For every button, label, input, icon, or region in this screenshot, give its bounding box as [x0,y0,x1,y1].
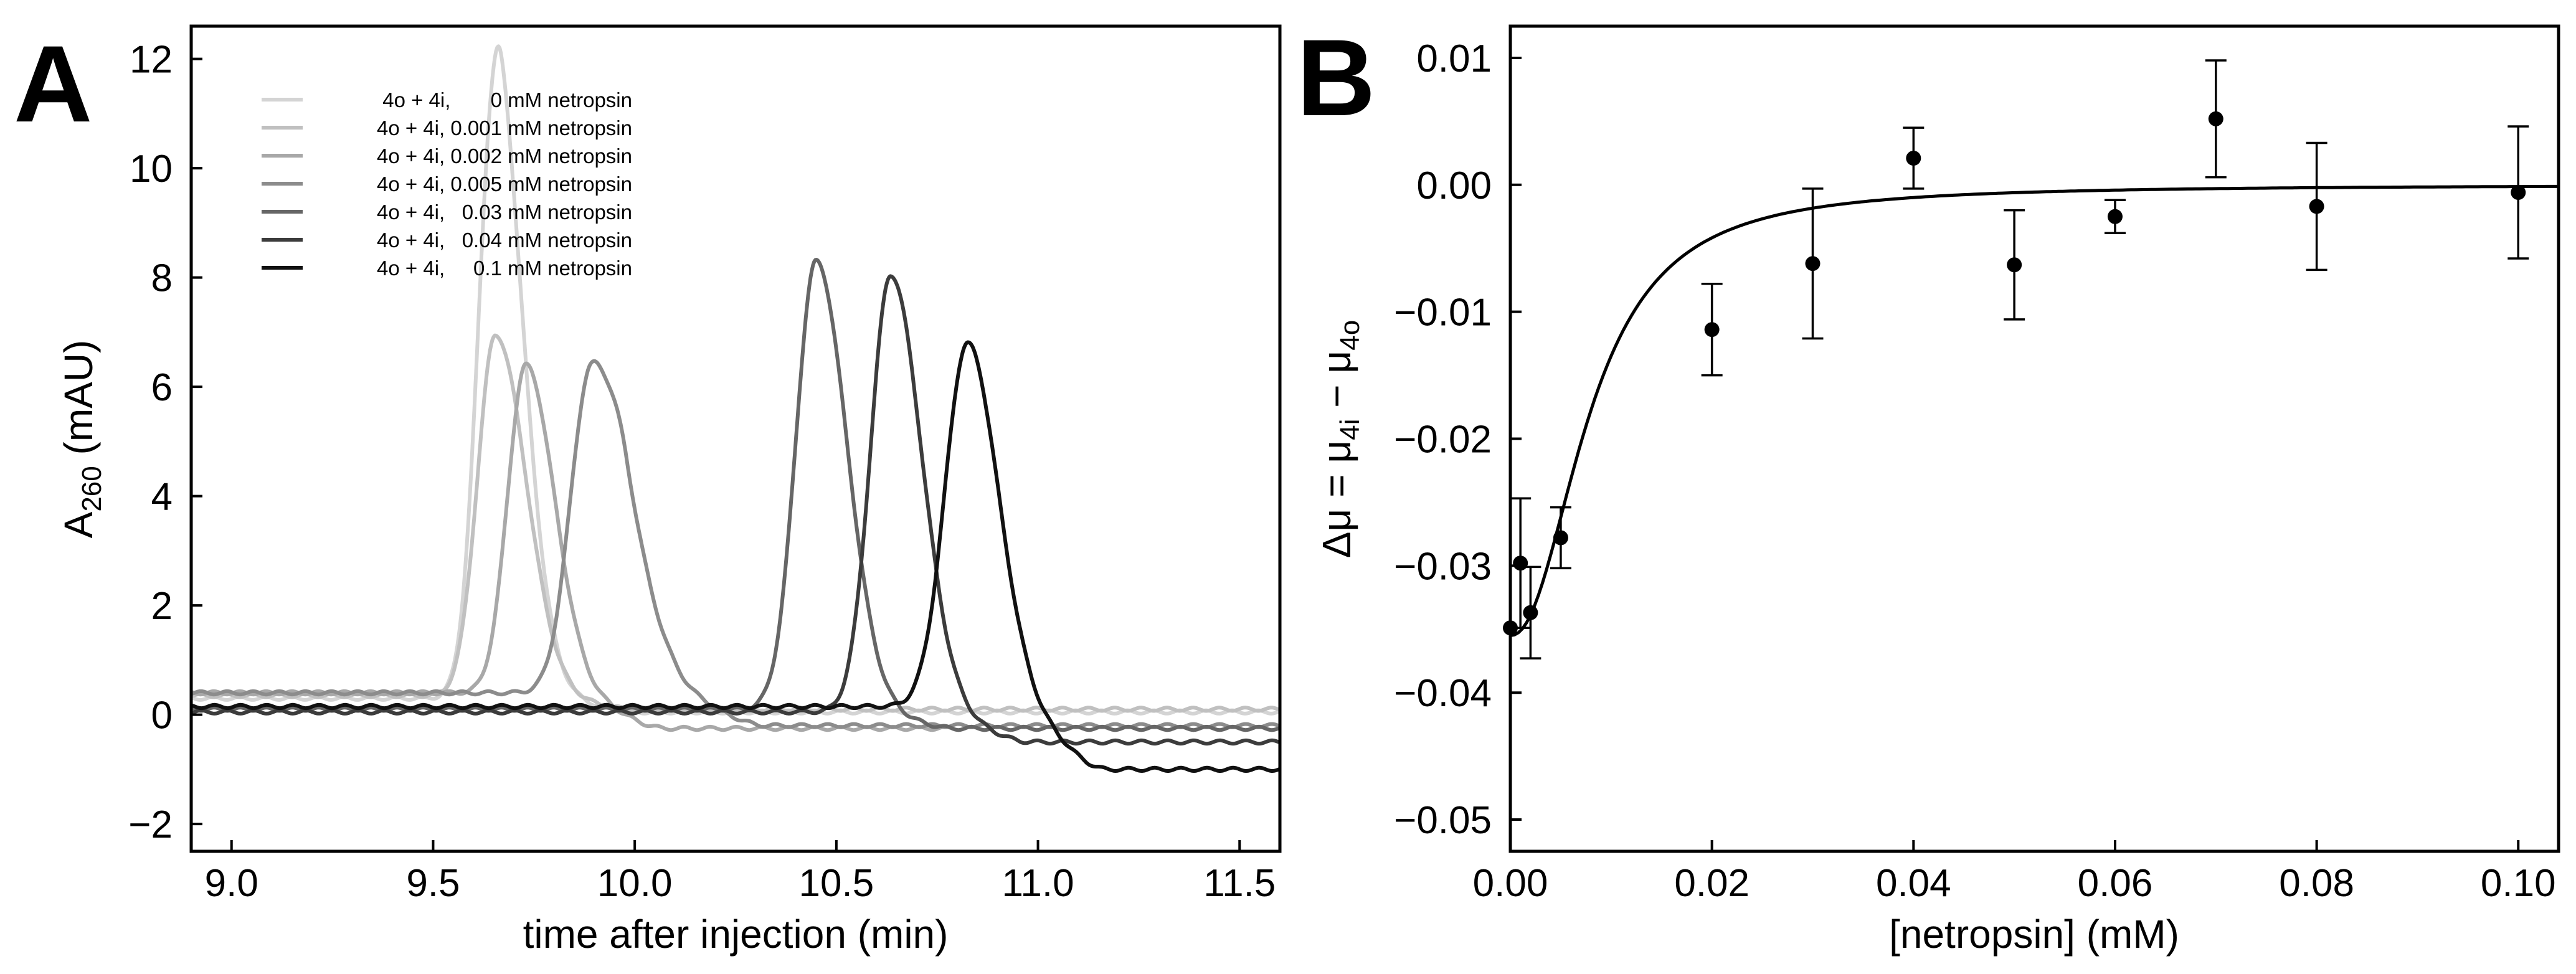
y-label-b-sub1: 4i [1335,419,1365,440]
x-tick-label: 0.02 [1674,862,1750,905]
y-tick-label: 12 [130,39,173,82]
data-point-group [1802,187,1824,340]
legend-label: 4o + 4i, 0.1 mM netropsin [377,257,632,280]
legend: 4o + 4i, 0 mM netropsin 4o + 4i, 0.001 mM… [262,88,632,280]
data-point [2208,111,2223,126]
y-tick-label: 8 [151,257,173,300]
y-label-a-main: A [56,511,101,538]
data-point-group [1520,565,1541,660]
data-point [1553,530,1568,546]
panel-b-chart: 0.00 0.02 0.04 0.06 0.08 0.10 0.01 0.00 −0.01 −0… [1314,24,2560,957]
y-label-a-unit: (mAU) [56,340,101,466]
x-tick-label: 0.04 [1876,862,1951,905]
data-point [1523,605,1538,620]
x-axis-ticks-a: 9.0 9.5 10.0 10.5 11.0 11.5 [205,840,1276,905]
legend-label: 4o + 4i, 0.002 mM netropsin [377,144,632,168]
trace-line [190,340,1281,773]
data-point-group [2507,125,2529,260]
y-tick-label: 10 [130,148,173,191]
trace-line [190,333,1281,713]
y-label-a-sub: 260 [77,466,107,511]
data-point-group [2104,199,2126,235]
data-point-group [2004,209,2025,321]
legend-label: 4o + 4i, 0 mM netropsin [382,88,632,111]
y-tick-label: 4 [151,476,173,519]
x-axis-ticks-b: 0.00 0.02 0.04 0.06 0.08 0.10 [1473,840,2556,905]
y-tick-label: −0.01 [1394,291,1492,334]
plot-frame-b [1508,24,2560,853]
plot-frame-a [189,24,1282,853]
fit-line [1510,184,2559,637]
trace-line [190,361,1281,732]
y-axis-ticks-a: −2 0 2 4 6 8 10 12 [128,39,202,846]
y-tick-label: 0.00 [1416,164,1492,207]
data-point-group [1701,283,1723,377]
y-axis-ticks-b: 0.01 0.00 −0.01 −0.02 −0.03 −0.04 −0.05 [1394,37,1522,842]
y-tick-label: −0.02 [1394,418,1492,461]
data-point [2309,199,2324,214]
y-label-b-part2: − μ [1314,351,1359,419]
y-tick-label: 6 [151,366,173,409]
y-axis-label-b: Δμ = μ4i − μ4o [1314,320,1365,558]
data-point [2107,209,2123,224]
data-point [1805,256,1821,272]
trace-line [190,258,1281,732]
x-axis-label-a: time after injection (min) [523,912,949,957]
x-tick-label: 11.5 [1203,862,1276,905]
x-tick-label: 9.5 [406,862,460,905]
y-tick-label: −0.04 [1394,672,1492,715]
data-point-group [2205,59,2227,179]
legend-label: 4o + 4i, 0.03 mM netropsin [377,201,632,224]
data-point-group [1550,506,1571,570]
y-tick-label: −0.05 [1394,799,1492,842]
chromatogram-traces [190,44,1281,773]
data-point [2511,185,2526,201]
x-tick-label: 0.08 [2279,862,2354,905]
trace-line [190,274,1281,746]
trace-line [190,44,1281,716]
x-tick-label: 0.06 [2078,862,2153,905]
legend-label: 4o + 4i, 0.001 mM netropsin [377,116,632,139]
x-axis-label-b: [netropsin] (mM) [1889,912,2179,957]
panel-letter-a: A [14,24,92,145]
y-label-b-part1: Δμ = μ [1314,440,1359,558]
y-tick-label: 2 [151,585,173,628]
panel-a-chart: 4o + 4i, 0 mM netropsin 4o + 4i, 0.001 mM… [56,24,1282,957]
trace-line [190,359,1281,729]
data-point [1906,151,1921,166]
legend-label: 4o + 4i, 0.04 mM netropsin [377,229,632,252]
data-point [1704,322,1720,338]
legend-label: 4o + 4i, 0.005 mM netropsin [377,173,632,196]
y-tick-label: −0.03 [1394,545,1492,588]
data-point-group [1903,126,1925,190]
y-tick-label: 0.01 [1416,37,1492,80]
fit-curve [1510,184,2559,637]
x-tick-label: 10.0 [597,862,673,905]
data-point-group [2306,141,2327,272]
y-axis-label-a: A260 (mAU) [56,340,107,539]
x-tick-label: 0.00 [1473,862,1548,905]
x-tick-label: 10.5 [799,862,874,905]
panel-letter-b: B [1297,17,1375,139]
data-point [2007,257,2022,273]
data-points [1503,59,2529,660]
x-tick-label: 0.10 [2481,862,2556,905]
data-point [1513,556,1528,571]
x-tick-label: 9.0 [205,862,258,905]
y-tick-label: 0 [151,694,173,737]
x-tick-label: 11.0 [1002,862,1074,905]
y-tick-label: −2 [128,803,173,846]
y-label-b-sub2: 4o [1335,320,1365,351]
